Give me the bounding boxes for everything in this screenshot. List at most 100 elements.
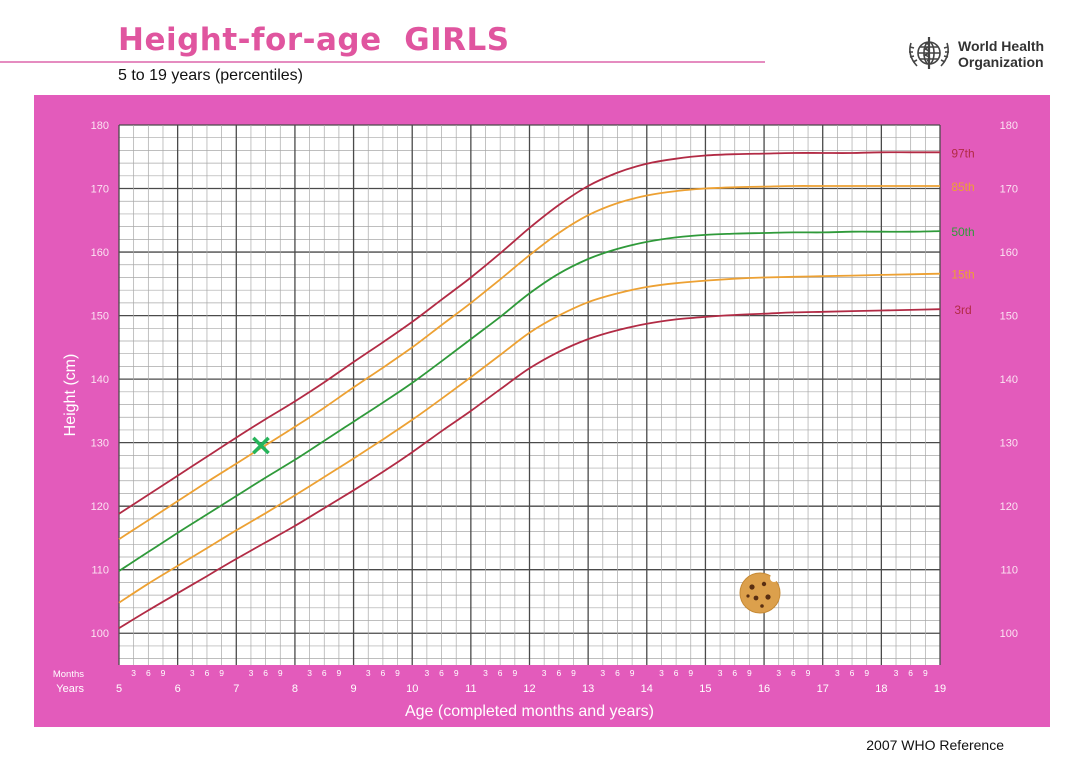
month-tick-label: 6	[908, 668, 913, 678]
month-tick-label: 6	[850, 668, 855, 678]
year-tick-label: 14	[641, 683, 653, 695]
y-tick-label-left: 110	[91, 565, 109, 577]
y-tick-label-right: 100	[1000, 628, 1018, 640]
month-tick-label: 6	[205, 668, 210, 678]
curve-label-50th: 50th	[951, 225, 974, 239]
year-tick-label: 15	[699, 683, 711, 695]
month-tick-label: 9	[923, 668, 928, 678]
month-tick-label: 6	[674, 668, 679, 678]
year-tick-label: 16	[758, 683, 770, 695]
month-tick-label: 9	[454, 668, 459, 678]
month-tick-label: 3	[366, 668, 371, 678]
month-tick-label: 3	[131, 668, 136, 678]
y-tick-label-left: 180	[91, 120, 109, 132]
month-tick-label: 6	[322, 668, 327, 678]
y-tick-label-right: 140	[1000, 374, 1018, 386]
year-tick-label: 7	[233, 683, 239, 695]
month-tick-label: 3	[483, 668, 488, 678]
year-tick-label: 11	[465, 683, 476, 695]
month-tick-label: 3	[659, 668, 664, 678]
percentile-curve-97th	[118, 151, 940, 515]
chart-subtitle: 5 to 19 years (percentiles)	[118, 67, 303, 84]
month-tick-label: 6	[439, 668, 444, 678]
cookie-icon	[739, 572, 781, 614]
month-tick-label: 3	[542, 668, 547, 678]
y-tick-label-left: 160	[91, 247, 109, 259]
percentile-curve-3rd	[118, 308, 941, 629]
who-name-line2: Organization	[958, 54, 1044, 70]
year-tick-label: 9	[351, 683, 357, 695]
y-tick-label-right: 110	[1000, 565, 1018, 577]
curve-label-15th: 15th	[951, 268, 974, 282]
month-tick-label: 3	[894, 668, 899, 678]
month-tick-label: 9	[278, 668, 283, 678]
year-tick-label: 10	[406, 683, 418, 695]
month-tick-label: 6	[556, 668, 561, 678]
month-tick-label: 9	[512, 668, 517, 678]
who-emblem-icon	[909, 37, 949, 69]
y-tick-label-right: 170	[1000, 184, 1018, 196]
y-axis-label: Height (cm)	[62, 354, 79, 437]
year-tick-label: 17	[817, 683, 829, 695]
month-tick-label: 9	[395, 668, 400, 678]
curve-label-85th: 85th	[951, 180, 974, 194]
year-tick-label: 18	[875, 683, 887, 695]
month-tick-label: 9	[688, 668, 693, 678]
reference-note: 2007 WHO Reference	[866, 737, 1004, 753]
growth-chart: 100 100 110 110 120 120 130 130 140 140 150 150 160 1…	[34, 95, 1050, 727]
measurement-marker: ×	[248, 428, 273, 463]
month-tick-label: 9	[337, 668, 342, 678]
month-tick-label: 3	[776, 668, 781, 678]
year-tick-label: 19	[934, 683, 946, 695]
month-tick-label: 9	[630, 668, 635, 678]
y-tick-label-left: 170	[91, 184, 109, 196]
y-tick-label-left: 140	[91, 374, 109, 386]
month-tick-label: 9	[161, 668, 166, 678]
y-tick-label-left: 150	[91, 311, 109, 323]
month-tick-label: 9	[747, 668, 752, 678]
y-tick-label-right: 160	[1000, 247, 1018, 259]
title-underline	[0, 61, 765, 63]
month-tick-label: 9	[864, 668, 869, 678]
month-tick-label: 6	[615, 668, 620, 678]
month-tick-label: 3	[307, 668, 312, 678]
months-row-label: Months	[53, 669, 84, 680]
y-tick-label-right: 120	[1000, 501, 1018, 513]
percentile-curve-50th	[118, 230, 941, 572]
month-tick-label: 6	[381, 668, 386, 678]
years-row-label: Years	[56, 683, 84, 695]
y-tick-label-left: 100	[91, 628, 109, 640]
curve-label-3rd: 3rd	[954, 303, 971, 317]
month-tick-label: 6	[146, 668, 151, 678]
y-tick-label-right: 150	[1000, 311, 1018, 323]
y-tick-label-left: 130	[91, 438, 109, 450]
month-tick-label: 6	[498, 668, 503, 678]
month-tick-label: 3	[425, 668, 430, 678]
y-tick-label-left: 120	[91, 501, 109, 513]
percentile-curve-15th	[118, 272, 941, 604]
month-tick-label: 6	[791, 668, 796, 678]
year-tick-label: 12	[523, 683, 535, 695]
year-tick-label: 6	[175, 683, 181, 695]
y-tick-label-right: 180	[1000, 120, 1018, 132]
month-tick-label: 3	[600, 668, 605, 678]
month-tick-label: 3	[835, 668, 840, 678]
year-tick-label: 5	[116, 683, 122, 695]
year-tick-label: 8	[292, 683, 298, 695]
month-tick-label: 9	[806, 668, 811, 678]
y-tick-label-right: 130	[1000, 438, 1018, 450]
who-name-line1: World Health	[958, 38, 1045, 54]
who-name: World Health Organization	[958, 38, 1044, 70]
x-axis-label: Age (completed months and years)	[405, 703, 654, 720]
month-tick-label: 9	[219, 668, 224, 678]
month-tick-label: 6	[732, 668, 737, 678]
chart-title: Height-for-age GIRLS	[118, 22, 510, 58]
month-tick-label: 3	[190, 668, 195, 678]
curve-label-97th: 97th	[951, 146, 974, 160]
month-tick-label: 3	[718, 668, 723, 678]
percentile-curve-85th	[118, 185, 941, 540]
month-tick-label: 3	[249, 668, 254, 678]
year-tick-label: 13	[582, 683, 594, 695]
month-tick-label: 6	[263, 668, 268, 678]
month-tick-label: 9	[571, 668, 576, 678]
